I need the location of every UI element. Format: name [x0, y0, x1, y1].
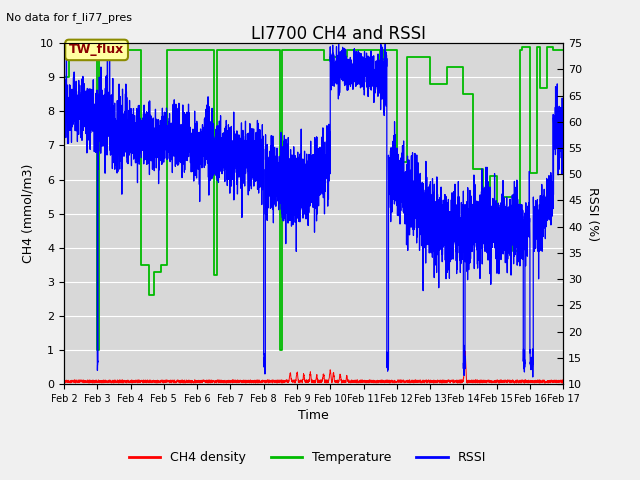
- CH4 density: [550, 379, 557, 384]
- CH4 density: [273, 377, 281, 383]
- RSSI: [364, 76, 371, 82]
- CH4 density: [559, 380, 567, 385]
- RSSI: [60, 107, 68, 112]
- RSSI: [479, 235, 486, 240]
- Temperature: [518, 44, 525, 49]
- Line: RSSI: RSSI: [64, 43, 563, 377]
- CH4 density: [252, 380, 259, 386]
- Line: CH4 density: CH4 density: [64, 351, 563, 383]
- X-axis label: Time: Time: [298, 409, 329, 422]
- Temperature: [532, 44, 540, 49]
- RSSI: [104, 40, 111, 46]
- Temperature: [460, 91, 467, 97]
- Text: No data for f_li77_pres: No data for f_li77_pres: [6, 12, 132, 23]
- CH4 density: [147, 380, 154, 385]
- RSSI: [337, 62, 345, 68]
- Y-axis label: CH4 (mmol/m3): CH4 (mmol/m3): [22, 164, 35, 264]
- RSSI: [385, 187, 393, 192]
- Temperature: [479, 167, 487, 172]
- RSSI: [262, 132, 269, 138]
- CH4 density: [511, 380, 518, 386]
- Title: LI7700 CH4 and RSSI: LI7700 CH4 and RSSI: [251, 25, 426, 43]
- Temperature: [559, 47, 567, 53]
- Temperature: [443, 81, 451, 87]
- Temperature: [93, 347, 101, 353]
- RSSI: [559, 107, 567, 112]
- CH4 density: [60, 379, 68, 385]
- RSSI: [193, 175, 200, 181]
- Temperature: [349, 47, 357, 53]
- Legend: CH4 density, Temperature, RSSI: CH4 density, Temperature, RSSI: [124, 446, 491, 469]
- CH4 density: [461, 348, 469, 354]
- Temperature: [426, 81, 434, 87]
- Temperature: [60, 74, 68, 80]
- Y-axis label: RSSI (%): RSSI (%): [586, 187, 599, 240]
- Text: TW_flux: TW_flux: [69, 43, 124, 57]
- Line: Temperature: Temperature: [64, 47, 563, 350]
- CH4 density: [496, 379, 504, 385]
- CH4 density: [117, 379, 125, 385]
- RSSI: [529, 374, 536, 380]
